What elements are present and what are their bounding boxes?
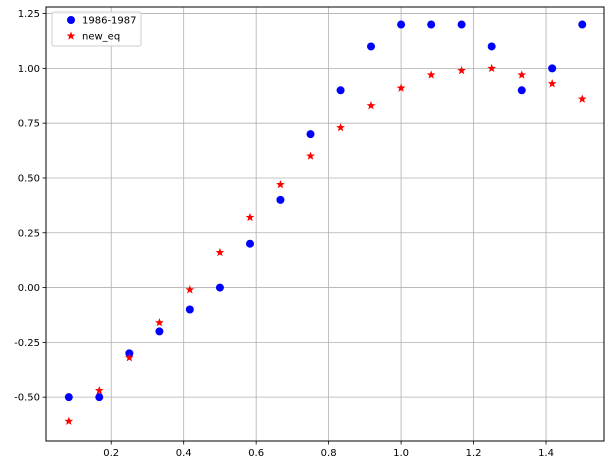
data-point bbox=[306, 130, 315, 139]
legend: 1986-1987 new_eq bbox=[51, 11, 142, 47]
data-point bbox=[185, 305, 194, 314]
data-point bbox=[336, 86, 345, 95]
x-tick-label: 1.2 bbox=[466, 448, 482, 459]
legend-label-1: 1986-1987 bbox=[82, 16, 137, 27]
y-tick-label: -0.50 bbox=[14, 393, 40, 404]
data-point bbox=[366, 101, 376, 110]
series-2 bbox=[64, 63, 587, 425]
data-point bbox=[94, 385, 104, 395]
data-point bbox=[245, 212, 255, 222]
data-point bbox=[276, 179, 285, 189]
y-tick-label: 0.25 bbox=[18, 228, 40, 239]
data-point bbox=[487, 42, 496, 51]
x-tick-label: 1.0 bbox=[393, 448, 409, 459]
x-tick-label: 1.4 bbox=[538, 448, 554, 459]
data-point bbox=[276, 195, 285, 204]
data-point bbox=[396, 83, 406, 92]
y-tick-label: 0.50 bbox=[18, 173, 40, 184]
data-point bbox=[457, 20, 466, 29]
data-point bbox=[548, 64, 557, 73]
y-tick-label: -0.25 bbox=[14, 338, 40, 349]
plot-area bbox=[46, 7, 604, 441]
x-tick-label: 0.4 bbox=[176, 448, 192, 459]
y-tick-label: 0.75 bbox=[18, 119, 40, 130]
x-tick-label: 0.8 bbox=[321, 448, 337, 459]
legend-label-2: new_eq bbox=[82, 32, 120, 43]
data-point bbox=[64, 393, 73, 402]
plot-frame bbox=[45, 6, 605, 442]
data-point bbox=[397, 20, 406, 29]
data-point bbox=[155, 318, 164, 327]
x-tick-label: 0.2 bbox=[103, 448, 119, 459]
y-tick-label: 1.00 bbox=[18, 64, 40, 75]
data-point bbox=[426, 70, 436, 79]
data-point bbox=[517, 70, 527, 79]
y-tick-label: 0.00 bbox=[18, 283, 40, 294]
data-point bbox=[336, 122, 345, 132]
data-point bbox=[95, 393, 104, 402]
data-point bbox=[578, 20, 587, 29]
axis-ticks: 0.2 0.4 0.6 0.8 1.0 1.2 1.4 -0.50 -0.25 0.00 0.25 0… bbox=[14, 9, 554, 459]
legend-marker-1 bbox=[67, 16, 75, 24]
data-point bbox=[457, 65, 466, 75]
data-point bbox=[367, 42, 376, 51]
data-point bbox=[155, 327, 164, 336]
x-tick-label: 0.6 bbox=[248, 448, 264, 459]
data-point bbox=[517, 86, 526, 95]
data-point bbox=[124, 353, 134, 362]
data-point bbox=[487, 63, 497, 73]
y-tick-label: 1.25 bbox=[18, 9, 40, 20]
data-point bbox=[306, 151, 315, 160]
data-point bbox=[427, 20, 436, 29]
data-point bbox=[215, 247, 225, 257]
data-point bbox=[245, 239, 254, 248]
data-point bbox=[547, 79, 557, 88]
data-point bbox=[185, 285, 195, 294]
series-1 bbox=[64, 20, 587, 402]
grid bbox=[46, 7, 604, 441]
legend-marker-2 bbox=[66, 31, 76, 40]
data-marks bbox=[64, 20, 587, 425]
data-point bbox=[215, 283, 224, 292]
data-point bbox=[577, 94, 587, 103]
data-point bbox=[64, 416, 74, 425]
